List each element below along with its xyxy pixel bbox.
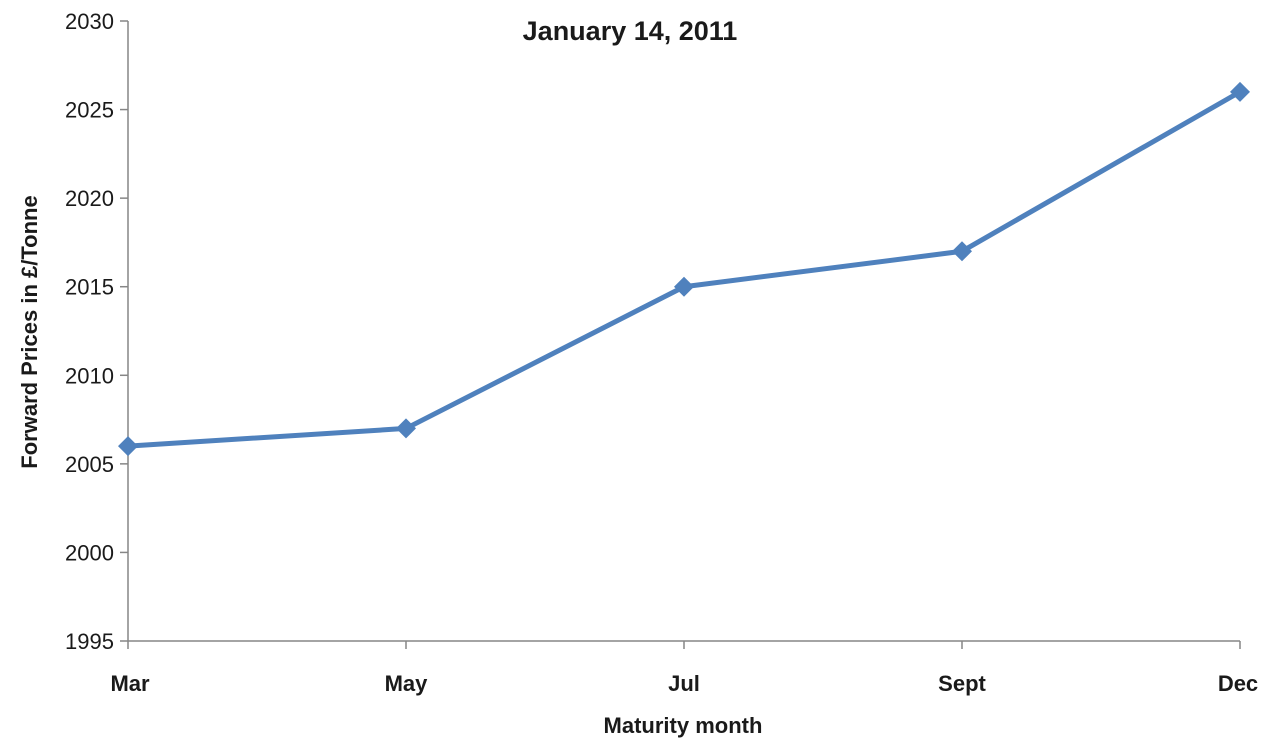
y-tick-label: 1995 <box>65 629 114 654</box>
x-tick-label: Sept <box>938 671 986 696</box>
x-tick-label: Dec <box>1218 671 1258 696</box>
y-tick-label: 2025 <box>65 98 114 123</box>
x-tick-label: Jul <box>668 671 700 696</box>
y-tick-label: 2030 <box>65 9 114 34</box>
x-tick-label: Mar <box>110 671 150 696</box>
x-axis: Mar May Jul Sept Dec <box>110 640 1258 696</box>
y-tick-label: 2010 <box>65 363 114 388</box>
series-line <box>127 89 1242 449</box>
y-tick-label: 2005 <box>65 452 114 477</box>
y-tick-label: 2000 <box>65 540 114 565</box>
data-point-marker <box>118 436 138 457</box>
series-group <box>118 81 1250 457</box>
chart-title: January 14, 2011 <box>522 16 738 46</box>
data-point-marker <box>674 276 694 297</box>
y-tick-label: 2015 <box>65 275 114 300</box>
data-point-marker <box>952 241 972 262</box>
data-point-marker <box>1230 81 1250 102</box>
x-axis-label: Maturity month <box>603 713 763 738</box>
y-tick-label: 2020 <box>65 186 114 211</box>
y-axis: 1995 2000 2005 2010 2015 2020 2025 2030 <box>65 9 129 654</box>
x-tick-label: May <box>385 671 429 696</box>
data-point-marker <box>396 418 416 439</box>
